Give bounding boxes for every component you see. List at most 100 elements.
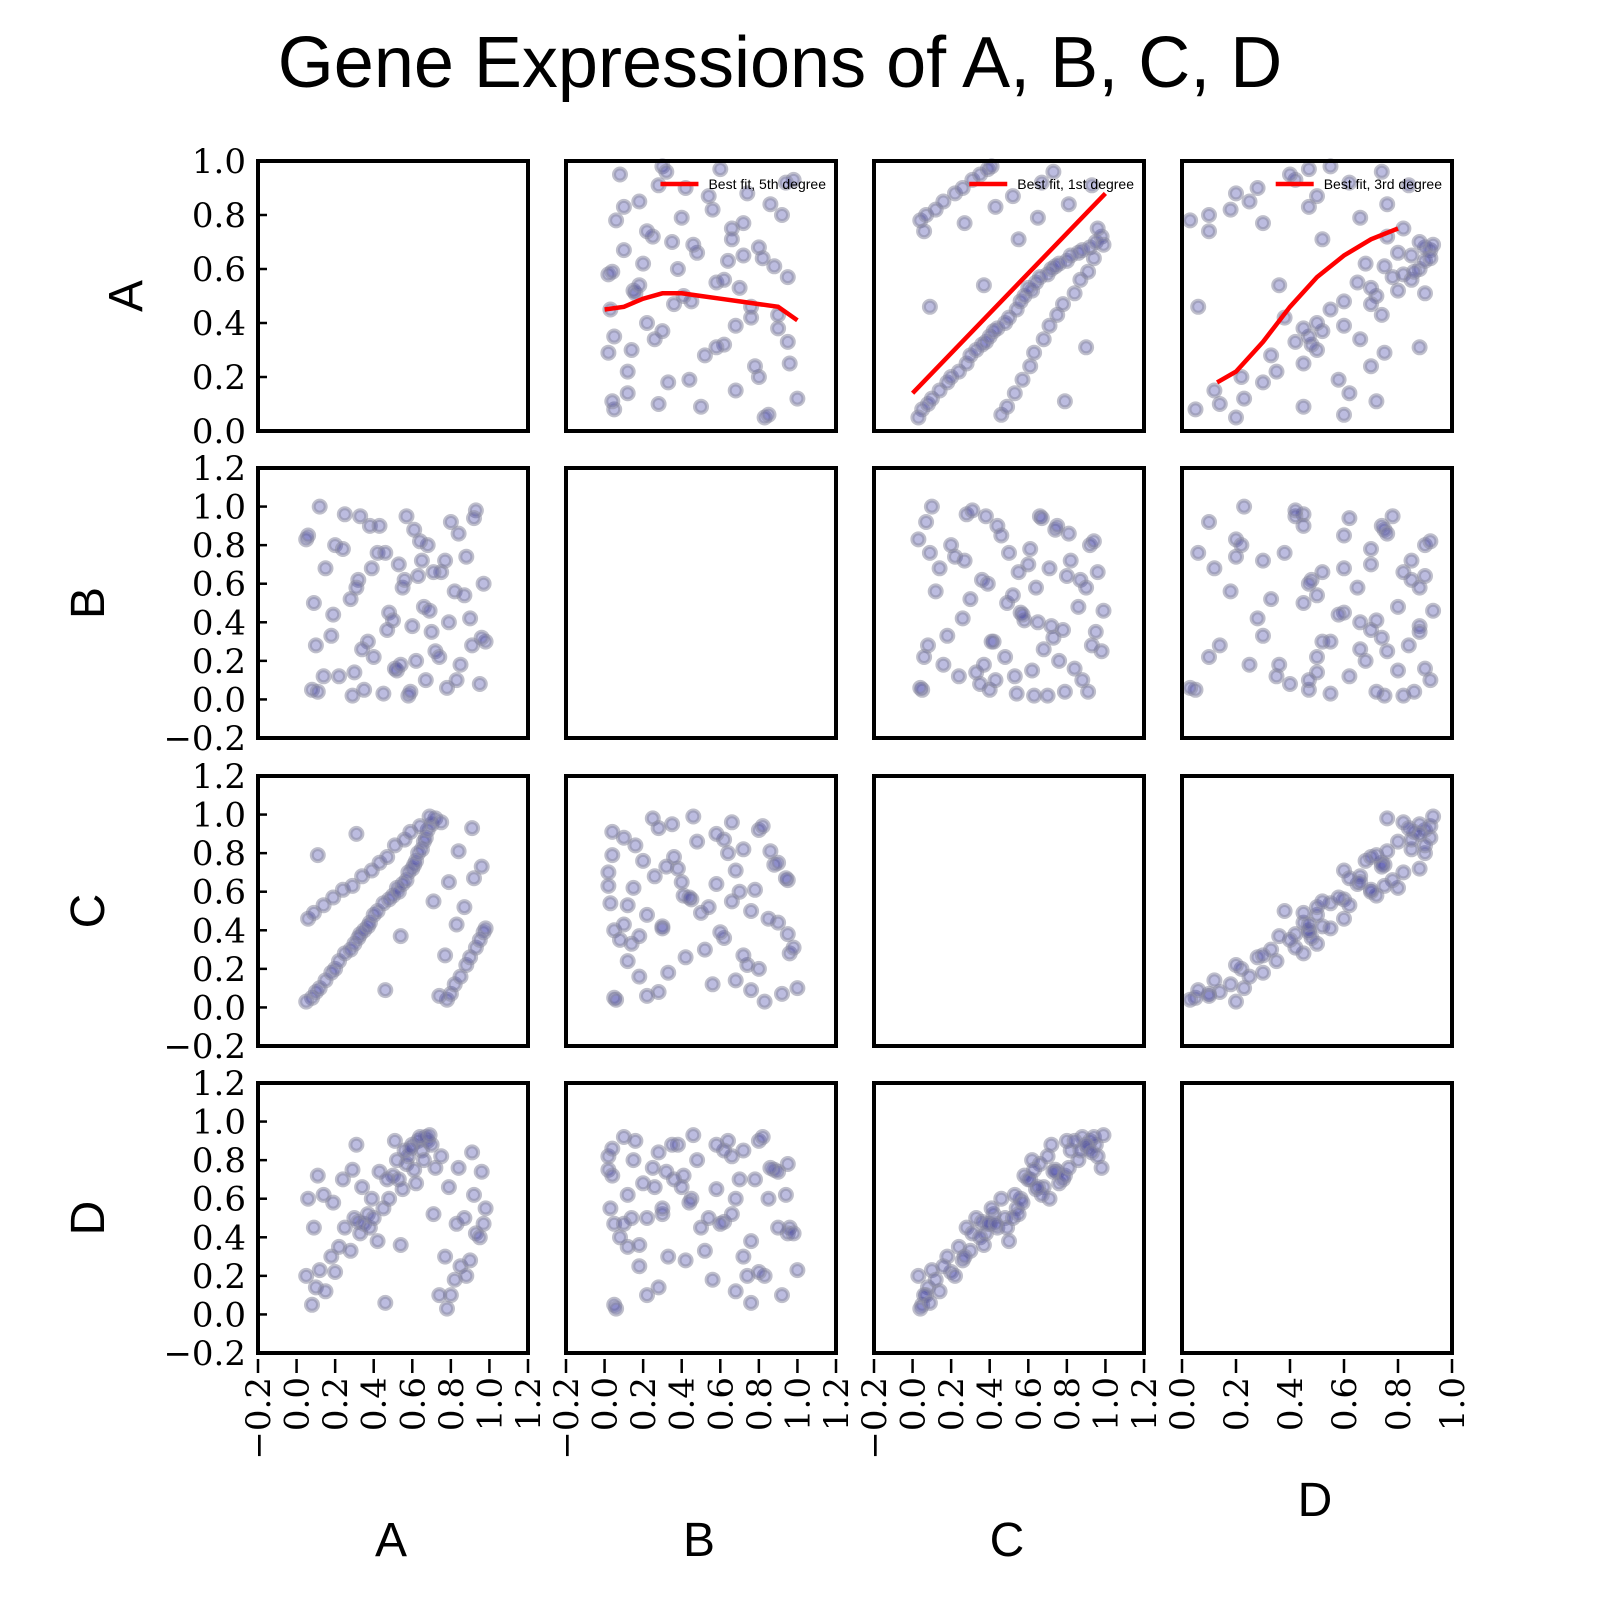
scatter-point xyxy=(1228,548,1244,565)
scatter-point xyxy=(615,1215,632,1232)
scatter-point xyxy=(708,339,725,356)
scatter-point xyxy=(660,374,677,391)
legend: Best fit, 3rd degree xyxy=(1275,176,1442,192)
x-tick-label: 0.4 xyxy=(1271,1377,1311,1431)
scatter-point xyxy=(635,852,652,869)
scatter-point xyxy=(421,808,438,825)
scatter-point xyxy=(954,610,971,627)
scatter-point xyxy=(456,899,473,916)
scatter-point xyxy=(666,849,682,865)
scatter-point xyxy=(910,409,927,426)
scatter-point xyxy=(448,916,465,933)
scatter-point xyxy=(935,656,952,673)
scatter-point xyxy=(1425,808,1442,825)
scatter-point xyxy=(727,317,744,334)
y-tick-label: 1.0 xyxy=(192,796,246,836)
scatter-point xyxy=(604,1140,621,1157)
y-tick-label: 0.8 xyxy=(192,1141,246,1181)
scatter-point xyxy=(379,1171,396,1188)
scatter-point xyxy=(612,166,628,183)
scatter-point xyxy=(1255,215,1271,232)
scatter-point xyxy=(1055,622,1071,638)
scatter-point xyxy=(727,972,744,989)
scatter-point xyxy=(774,985,790,1002)
scatter-point xyxy=(1390,282,1406,299)
scatter-point xyxy=(731,883,748,900)
scatter-point xyxy=(1249,610,1266,627)
scatter-point xyxy=(331,668,347,685)
scatter-point xyxy=(910,1267,927,1284)
scatter-point xyxy=(1411,860,1428,877)
chart-title: Gene Expressions of A, B, C, D xyxy=(278,23,1282,103)
scatter-point xyxy=(747,1171,763,1188)
scatter-point xyxy=(408,1175,425,1192)
scatter-point xyxy=(1352,874,1369,891)
scatter-point xyxy=(1022,541,1039,557)
scatter-point xyxy=(1276,903,1293,919)
scatter-point xyxy=(631,968,648,985)
scatter-point xyxy=(727,382,744,399)
x-tick-label: 0.4 xyxy=(971,1377,1011,1431)
scatter-point xyxy=(1201,649,1217,665)
scatter-point xyxy=(348,579,365,596)
scatter-point xyxy=(348,825,365,842)
scatter-point xyxy=(735,841,752,858)
scatter-point xyxy=(431,1287,448,1304)
x-tick-label: 0.2 xyxy=(932,1377,972,1431)
scatter-point xyxy=(1241,656,1258,673)
scatter-point xyxy=(325,889,342,906)
y-tick-label: 0.4 xyxy=(192,304,246,344)
scatter-point xyxy=(774,207,790,223)
scatter-point xyxy=(608,991,625,1008)
scatter-point xyxy=(1095,236,1112,253)
scatter-point xyxy=(323,1248,340,1265)
scatter-point xyxy=(673,1179,690,1196)
scatter-point xyxy=(1300,198,1317,215)
scatter-point xyxy=(475,575,492,592)
scatter-point xyxy=(305,1219,322,1236)
scatter-point xyxy=(704,1271,721,1288)
scatter-point xyxy=(311,1262,328,1279)
y-tick-label: 0.6 xyxy=(192,1180,246,1220)
scatter-point xyxy=(1041,560,1058,577)
scatter-point xyxy=(1236,498,1253,515)
scatter-point xyxy=(1400,177,1417,194)
scatter-point xyxy=(954,180,971,196)
scatter-point xyxy=(440,614,457,631)
scatter-point xyxy=(639,1210,655,1226)
scatter-point xyxy=(406,521,423,538)
scatter-point xyxy=(1363,358,1379,375)
scatter-point xyxy=(606,328,623,345)
x-tick-label: 1.2 xyxy=(1125,1377,1165,1431)
scatter-point xyxy=(477,920,494,937)
scatter-point xyxy=(450,525,467,542)
scatter-point xyxy=(305,595,322,611)
scatter-point xyxy=(471,1229,488,1246)
scatter-point xyxy=(1056,683,1073,700)
scatter-point xyxy=(425,893,442,910)
scatter-point xyxy=(1341,385,1358,402)
scatter-point xyxy=(1255,552,1271,569)
scatter-point xyxy=(462,610,479,627)
scatter-point xyxy=(1271,928,1288,945)
scatter-point xyxy=(696,347,713,364)
y-tick-label: 0.4 xyxy=(192,1218,246,1258)
scatter-point xyxy=(1349,274,1366,291)
scatter-point xyxy=(1236,390,1253,407)
legend: Best fit, 1st degree xyxy=(969,176,1134,192)
scatter-point xyxy=(1255,947,1271,964)
scatter-point xyxy=(1368,393,1385,410)
panel-frame xyxy=(564,774,838,1048)
scatter-point xyxy=(604,263,621,280)
scatter-point xyxy=(723,1206,740,1223)
scatter-point xyxy=(639,223,655,240)
scatter-point xyxy=(1287,333,1304,350)
scatter-point xyxy=(962,591,979,608)
scatter-point xyxy=(627,1132,644,1149)
scatter-point xyxy=(1341,668,1358,685)
y-axis-B: −0.20.00.20.40.60.81.01.2 B xyxy=(62,449,267,759)
scatter-point xyxy=(964,502,981,519)
scatter-point xyxy=(1029,1179,1046,1196)
scatter-point xyxy=(916,649,933,665)
scatter-point xyxy=(604,393,621,410)
